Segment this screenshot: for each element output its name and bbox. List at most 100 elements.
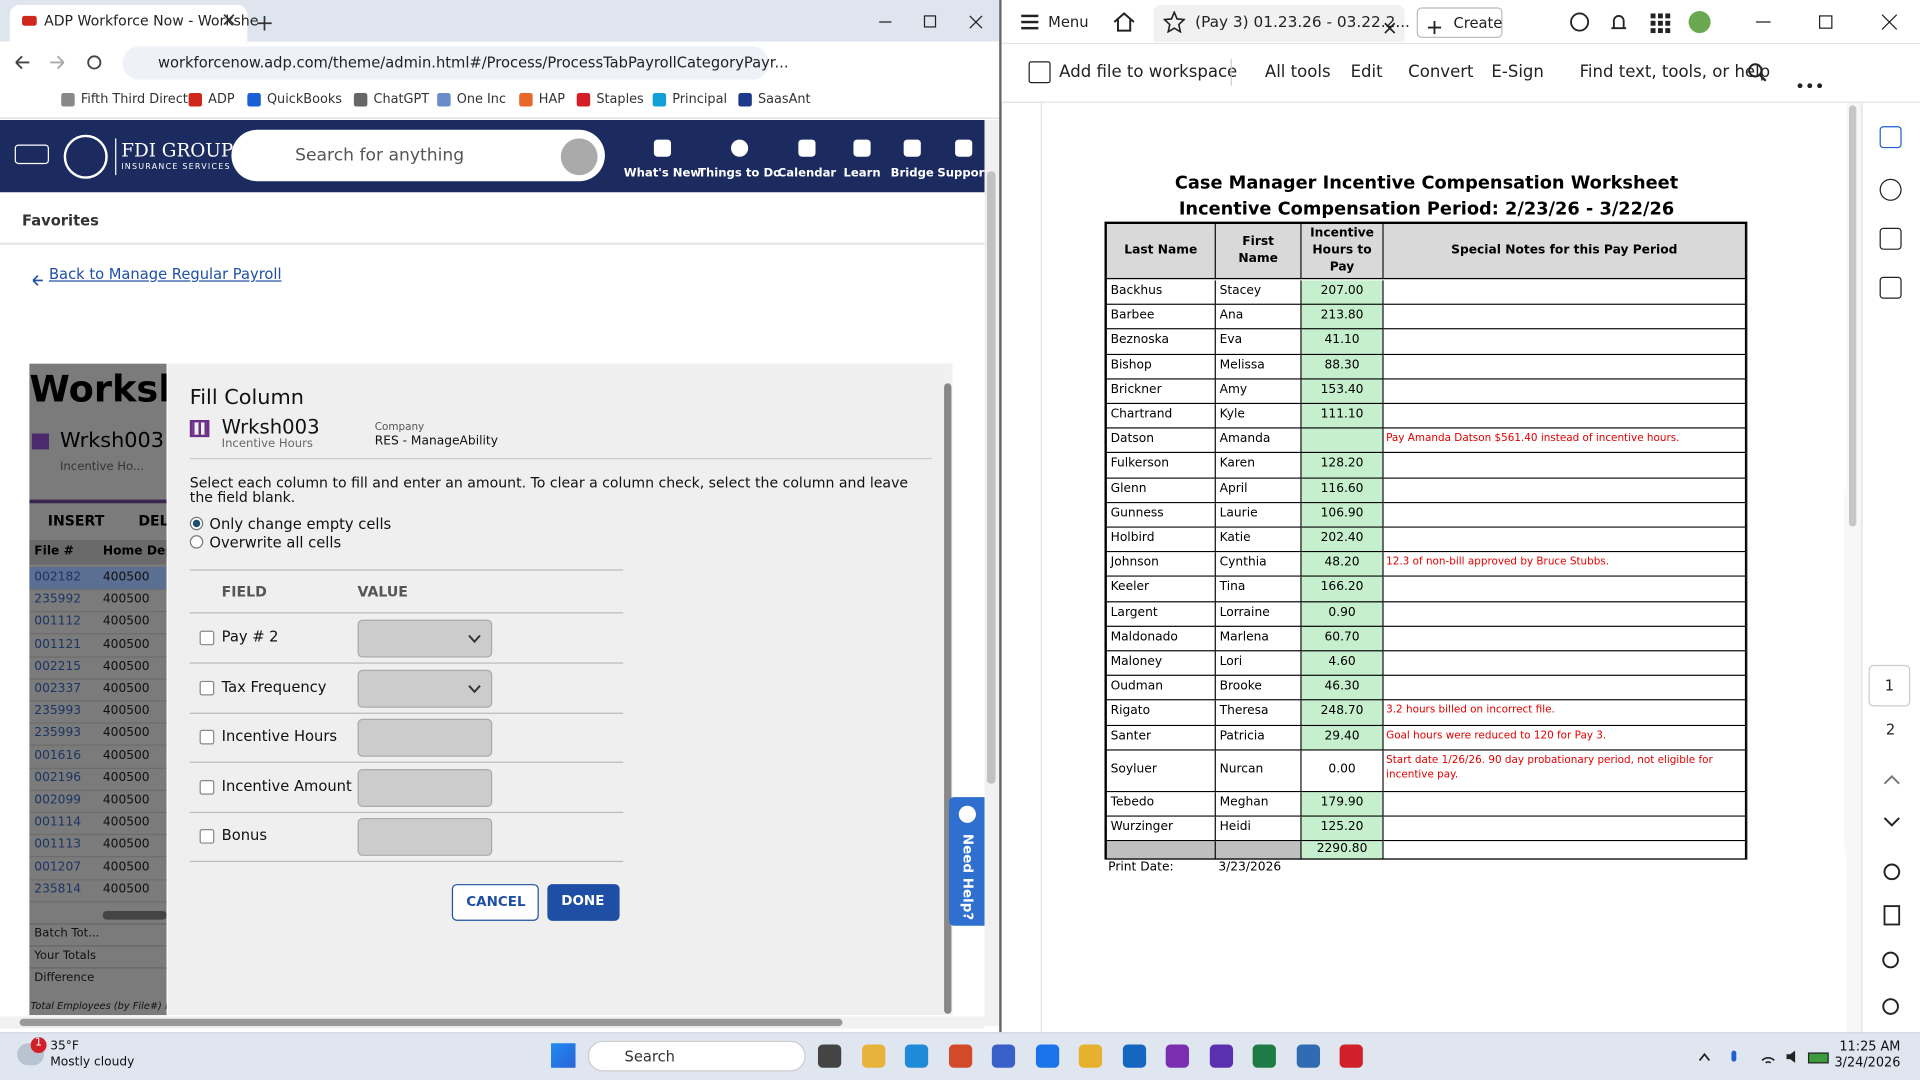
pdf-tab-close[interactable] — [1384, 16, 1396, 34]
taskbar-app[interactable] — [817, 1044, 842, 1068]
home-department: 400500 — [102, 748, 150, 763]
nav-item[interactable]: What's New — [623, 166, 702, 181]
bookmark[interactable]: ADP — [208, 91, 235, 107]
menu-icon[interactable] — [1021, 14, 1039, 30]
toolbar-item[interactable]: All tools — [1264, 62, 1331, 83]
taskbar-app[interactable] — [948, 1044, 972, 1068]
create-button[interactable]: Create — [1416, 7, 1503, 38]
bookmark[interactable]: Staples — [596, 91, 644, 107]
brand-sub: INSURANCE SERVICES — [121, 161, 231, 172]
h-scroll — [102, 911, 167, 920]
bookmark[interactable]: One Inc — [456, 91, 507, 107]
taskbar-app[interactable] — [1296, 1044, 1320, 1068]
checkbox[interactable] — [199, 779, 215, 795]
total-blank — [1383, 841, 1747, 860]
taskbar-app[interactable] — [1122, 1044, 1146, 1068]
start-button[interactable] — [551, 1043, 576, 1068]
hours: 153.40 — [1301, 379, 1384, 405]
new-tab[interactable] — [257, 12, 272, 31]
last-name-text: Brickner — [1110, 383, 1162, 397]
input[interactable] — [357, 768, 493, 807]
cancel-button[interactable]: CANCEL — [451, 884, 539, 921]
pdf-tab[interactable] — [1153, 4, 1405, 42]
home-icon[interactable] — [1112, 11, 1136, 33]
hours: 0.90 — [1301, 601, 1384, 627]
radio-label[interactable]: Overwrite all cells — [209, 533, 342, 552]
toolbar-item[interactable]: E-Sign — [1491, 62, 1544, 83]
radio[interactable] — [189, 535, 204, 549]
search-go[interactable] — [560, 138, 598, 176]
bookmark[interactable]: ChatGPT — [373, 91, 430, 107]
checkbox[interactable] — [199, 630, 215, 646]
bookmark[interactable]: QuickBooks — [266, 91, 342, 107]
radio-label[interactable]: Only change empty cells — [209, 515, 392, 533]
hours: 248.70 — [1301, 700, 1384, 726]
row-line — [189, 662, 624, 664]
hours: 88.30 — [1301, 354, 1384, 380]
worksheet-table: Last Name First Name Incentive Hours to Pa… — [1104, 221, 1748, 860]
taskbar-app[interactable] — [1252, 1044, 1276, 1068]
taskbar-app[interactable] — [1209, 1044, 1233, 1068]
nav-item[interactable]: Bridge — [890, 166, 934, 181]
radio[interactable] — [189, 516, 204, 531]
taskbar-app[interactable] — [1078, 1044, 1103, 1068]
rail-icon[interactable] — [1879, 276, 1902, 299]
nav-item[interactable]: Support — [937, 166, 990, 181]
taskbar-app[interactable] — [991, 1044, 1016, 1068]
rail-icon[interactable] — [1879, 227, 1902, 250]
taskbar-app[interactable] — [1035, 1044, 1059, 1068]
checkbox[interactable] — [199, 828, 215, 844]
note: Pay Amanda Datson $561.40 instead of inc… — [1383, 428, 1747, 454]
taskbar-app[interactable] — [1339, 1044, 1363, 1068]
page-number[interactable]: 2 — [1885, 721, 1896, 739]
hours-text: 248.70 — [1320, 704, 1364, 719]
find-tools[interactable]: Find text, tools, or help — [1579, 62, 1771, 83]
cancel-label: CANCEL — [466, 893, 526, 910]
taskbar-app[interactable] — [1165, 1044, 1189, 1068]
input[interactable] — [357, 817, 493, 856]
bookmark-icon — [247, 93, 261, 107]
brand: FDI GROUP — [121, 139, 234, 162]
nav-item[interactable]: Learn — [843, 166, 881, 181]
worksheet-icon — [31, 433, 49, 450]
instructions: Select each column to fill and enter an … — [189, 473, 909, 506]
toolbar-item[interactable]: Convert — [1408, 62, 1474, 83]
select[interactable] — [357, 669, 493, 708]
done-label: DONE — [561, 892, 605, 909]
rail-icon[interactable] — [1879, 178, 1902, 201]
done-button[interactable]: DONE — [547, 884, 620, 921]
toolbar-item[interactable]: Edit — [1350, 62, 1383, 83]
row-line — [29, 744, 167, 747]
bookmark[interactable]: Fifth Third Direct — [80, 91, 188, 107]
checkbox[interactable] — [199, 729, 215, 745]
address-bar[interactable] — [122, 46, 769, 80]
nav-item[interactable]: Things to Do — [698, 166, 782, 181]
search-box[interactable] — [231, 129, 605, 182]
bookmark[interactable]: HAP — [538, 91, 566, 107]
need-help-tab[interactable]: Need Help? — [948, 797, 985, 926]
nav-item[interactable]: Calendar — [777, 166, 837, 181]
menu[interactable]: Menu — [1048, 13, 1089, 31]
note — [1383, 601, 1747, 627]
tab-close[interactable] — [223, 12, 238, 27]
toolbar-item[interactable]: Add file to workspace — [1059, 62, 1238, 83]
input[interactable] — [357, 718, 493, 757]
bookmark[interactable]: SaasAnt — [757, 91, 811, 107]
back-link[interactable]: Back to Manage Regular Payroll — [48, 265, 282, 283]
insert-button[interactable]: INSERT — [47, 511, 105, 529]
select[interactable] — [357, 619, 493, 658]
menu-icon-mid — [1021, 20, 1039, 24]
rail-icon[interactable] — [1879, 126, 1902, 149]
tray-icons — [1696, 1047, 1831, 1064]
bookmark[interactable]: Principal — [672, 91, 728, 107]
page-number[interactable]: 1 — [1884, 677, 1895, 695]
taskbar-search[interactable]: Search — [587, 1040, 806, 1072]
taskbar-app[interactable] — [904, 1044, 929, 1068]
tab-active[interactable] — [9, 4, 248, 42]
favorites[interactable]: Favorites — [22, 211, 99, 229]
header-cell: Special Notes for this Pay Period — [1383, 224, 1747, 280]
delete-button[interactable]: DEL — [138, 511, 167, 529]
first-name-text: Marlena — [1219, 630, 1269, 644]
taskbar-app[interactable] — [861, 1044, 885, 1068]
checkbox[interactable] — [199, 680, 215, 695]
